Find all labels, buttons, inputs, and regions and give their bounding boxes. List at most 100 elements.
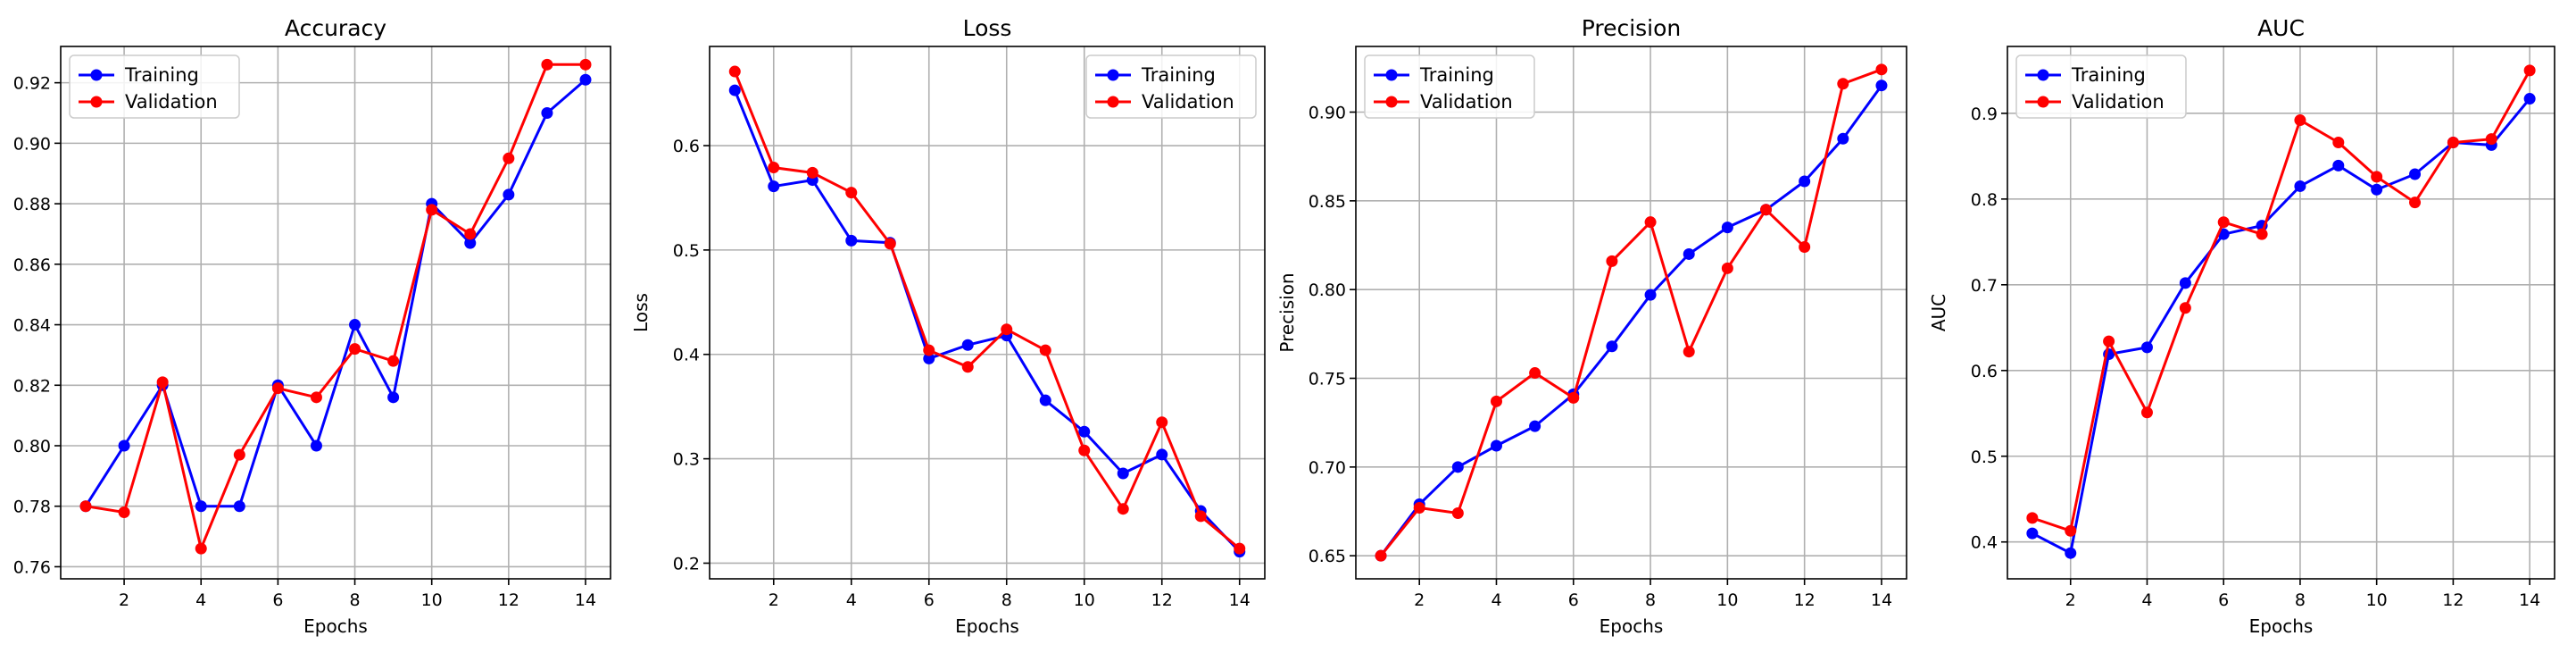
data-point xyxy=(1875,79,1888,92)
data-point xyxy=(961,361,974,373)
data-point xyxy=(1194,510,1207,523)
y-tick-label: 0.84 xyxy=(13,316,51,336)
data-point xyxy=(2447,136,2459,148)
legend: Training Validation xyxy=(1085,54,1257,119)
data-point xyxy=(579,58,592,71)
legend-label: Validation xyxy=(2072,91,2165,113)
y-tick-label: 0.6 xyxy=(1971,362,1998,381)
data-point xyxy=(1234,542,1246,555)
y-tick-label: 0.6 xyxy=(673,137,700,156)
data-point xyxy=(961,339,974,351)
y-tick-label: 0.8 xyxy=(1971,190,1998,210)
data-point xyxy=(2371,171,2383,183)
data-point xyxy=(1156,416,1168,429)
y-tick-label: 0.75 xyxy=(1309,370,1346,389)
data-point xyxy=(1837,78,1849,90)
y-tick-label: 0.2 xyxy=(673,554,700,573)
data-point xyxy=(1375,549,1387,562)
data-point xyxy=(1644,289,1657,301)
series-line xyxy=(85,63,586,554)
legend-marker xyxy=(2037,96,2049,108)
legend-label: Training xyxy=(1141,64,1216,86)
data-point xyxy=(1567,391,1580,404)
x-axis-label: Epochs xyxy=(303,615,368,637)
x-tick-label: 12 xyxy=(1151,590,1173,610)
legend-label: Validation xyxy=(125,91,218,113)
data-point xyxy=(118,506,130,518)
y-tick-label: 0.80 xyxy=(13,437,51,456)
data-point xyxy=(1606,255,1618,267)
y-tick-label: 0.3 xyxy=(673,450,700,470)
x-tick-label: 8 xyxy=(349,590,360,610)
data-point xyxy=(768,180,780,193)
data-point xyxy=(1875,63,1888,76)
data-point xyxy=(1760,204,1773,216)
data-point xyxy=(349,343,361,356)
legend-label: Training xyxy=(124,64,199,86)
data-point xyxy=(1156,448,1168,461)
data-point xyxy=(2256,228,2268,240)
chart-auc: 2 4 6 8 10 12 14 0.4 0.5 0.6 0.7 0.8 0.9 AUC Epochs AUC… xyxy=(1928,15,2555,637)
y-tick-label: 0.90 xyxy=(13,134,51,154)
y-axis-label: AUC xyxy=(1928,294,1949,331)
chart-accuracy: 2 4 6 8 10 12 14 0.76 0.78 0.80 0.82 0.84 0.86 0.88 0.… xyxy=(13,15,611,637)
y-tick-label: 0.78 xyxy=(13,498,51,517)
y-tick-label: 0.92 xyxy=(13,74,51,94)
x-tick-label: 2 xyxy=(119,590,129,610)
data-point xyxy=(2065,547,2077,559)
legend-marker xyxy=(1385,69,1398,81)
y-tick-label: 0.4 xyxy=(673,346,700,365)
x-tick-label: 2 xyxy=(1414,590,1425,610)
data-point xyxy=(349,319,361,331)
data-point xyxy=(728,84,741,96)
x-tick-label: 8 xyxy=(2295,590,2306,610)
data-point xyxy=(2371,183,2383,196)
series-validation xyxy=(1375,63,1888,562)
legend-label: Training xyxy=(1419,64,1494,86)
y-tick-label: 0.76 xyxy=(13,557,51,577)
axes-frame xyxy=(709,46,1266,580)
data-point xyxy=(1078,425,1091,438)
x-tick-label: 6 xyxy=(2218,590,2229,610)
series-line xyxy=(2032,70,2531,533)
data-point xyxy=(1799,240,1811,253)
data-point xyxy=(806,166,819,179)
x-tick-label: 2 xyxy=(769,590,779,610)
data-point xyxy=(1683,346,1695,358)
data-point xyxy=(387,355,400,367)
data-point xyxy=(1683,247,1695,260)
chart-loss: 2 4 6 8 10 12 14 0.2 0.3 0.4 0.5 0.6 Loss Epochs Loss T… xyxy=(630,15,1266,637)
x-tick-label: 4 xyxy=(846,590,857,610)
data-point xyxy=(2523,64,2536,77)
x-tick-label: 14 xyxy=(1871,590,1892,610)
data-point xyxy=(2217,216,2230,229)
data-point xyxy=(1413,502,1425,515)
legend-label: Validation xyxy=(1420,91,1513,113)
data-point xyxy=(2140,341,2153,354)
data-point xyxy=(1606,340,1618,353)
x-tick-label: 12 xyxy=(2442,590,2464,610)
y-tick-label: 0.85 xyxy=(1309,192,1346,212)
grid xyxy=(1356,46,1907,579)
x-tick-label: 14 xyxy=(2519,590,2540,610)
data-point xyxy=(1529,420,1541,432)
x-tick-label: 10 xyxy=(1074,590,1095,610)
x-tick-label: 14 xyxy=(575,590,596,610)
series-line xyxy=(1379,84,1883,557)
x-tick-label: 8 xyxy=(1001,590,1012,610)
legend-marker xyxy=(2037,69,2049,81)
series-training xyxy=(728,84,1246,558)
series-training xyxy=(2026,93,2536,559)
chart-title: AUC xyxy=(2257,15,2305,41)
y-tick-label: 0.82 xyxy=(13,376,51,396)
chart-title: Precision xyxy=(1582,15,1682,41)
data-point xyxy=(728,65,741,78)
data-point xyxy=(1799,175,1811,188)
data-point xyxy=(1117,503,1129,515)
legend-marker xyxy=(90,96,103,108)
grid xyxy=(61,46,611,579)
series-validation xyxy=(728,65,1246,555)
data-point xyxy=(2523,93,2536,105)
legend-marker xyxy=(1385,96,1398,108)
data-point xyxy=(2485,133,2497,146)
